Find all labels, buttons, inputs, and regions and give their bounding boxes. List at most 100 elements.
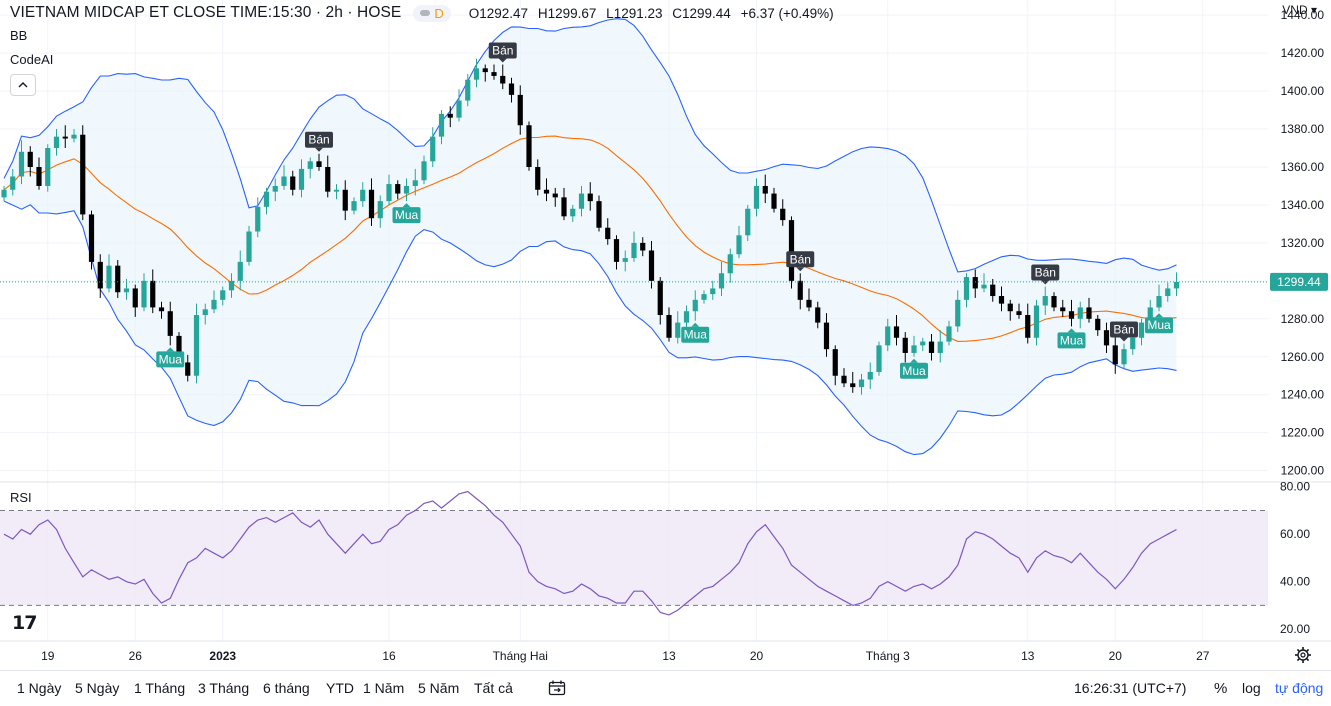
candle-body	[657, 280, 663, 316]
candle-body	[1033, 305, 1040, 338]
gear-icon[interactable]	[1295, 647, 1311, 663]
candle-body	[981, 284, 987, 289]
timeframe-button[interactable]: YTD	[326, 680, 354, 696]
signal-tag-label: Mua	[902, 364, 926, 378]
candle	[771, 187, 777, 213]
signal-tag-box	[900, 362, 928, 379]
candle	[745, 204, 751, 241]
candle-body	[500, 75, 506, 84]
candle	[666, 307, 672, 342]
candle	[657, 277, 663, 325]
price-tick-label: 1280.00	[1281, 312, 1325, 326]
candle	[552, 187, 558, 207]
clock-time[interactable]: 16:26:31 (UTC+7)	[1074, 680, 1187, 696]
candle	[45, 144, 51, 192]
candle-body	[1007, 303, 1013, 312]
candle	[902, 332, 908, 363]
indicator-codeai-label[interactable]: CodeAI	[10, 52, 54, 67]
candle	[640, 237, 646, 257]
candle	[692, 290, 698, 321]
rsi-pane	[0, 490, 1268, 616]
candle-body	[955, 299, 961, 327]
candle-body	[491, 72, 497, 76]
rsi-axis[interactable]: 20.00 40.00 60.00 80.00	[1280, 480, 1310, 636]
percent-toggle[interactable]: %	[1214, 680, 1228, 697]
candle-body	[683, 311, 690, 323]
candle-body	[928, 341, 935, 353]
candle	[893, 315, 900, 346]
candle-body	[27, 151, 33, 167]
candle-body	[395, 184, 401, 194]
candle	[867, 362, 873, 390]
signal-tag-box	[786, 251, 815, 268]
candle	[211, 290, 217, 314]
candle-body	[640, 242, 646, 251]
candle	[517, 85, 523, 135]
log-toggle[interactable]: log	[1242, 680, 1261, 696]
bb-basis-line	[3, 135, 1177, 342]
currency-selector[interactable]: VND ▾	[1282, 3, 1317, 17]
auto-scale-toggle[interactable]: tự động	[1275, 680, 1324, 696]
candle	[403, 178, 410, 202]
candle-body	[88, 214, 95, 262]
bottom-toolbar: 1 Ngày 5 Ngày 1 Tháng 3 Tháng 6 tháng YTD 1 Nă…	[0, 670, 1331, 706]
timeframe-button[interactable]: 1 Ngày	[17, 680, 62, 696]
timeframe-button[interactable]: Tất cả	[474, 680, 513, 696]
candle-body	[1060, 307, 1066, 312]
candle-body	[998, 296, 1005, 304]
rsi-line	[3, 490, 1177, 616]
time-axis[interactable]: 19 26 2023 16 Tháng Hai 13 20 Tháng 3 13 20 27	[41, 649, 1210, 663]
timeframe-button[interactable]: 6 tháng	[263, 680, 310, 696]
candle	[36, 157, 42, 190]
candle-body	[368, 189, 375, 219]
candle-body	[377, 201, 383, 219]
open-value: 1292.47	[479, 5, 529, 21]
indicator-bb-label[interactable]: BB	[10, 28, 28, 43]
time-tick-label: Tháng Hai	[493, 649, 548, 663]
candle	[675, 311, 681, 344]
rsi-tick-label: 60.00	[1280, 527, 1310, 541]
timeframe-button[interactable]: 1 Năm	[363, 680, 405, 696]
signal-tag-pointer	[498, 58, 507, 63]
symbol-title[interactable]: VIETNAM MIDCAP ET CLOSE TIME:15:30 · 2h …	[10, 4, 402, 21]
timeframe-button[interactable]: 5 Năm	[418, 680, 460, 696]
candle	[27, 146, 33, 177]
low-label: L	[606, 5, 614, 21]
candle-body	[333, 189, 340, 192]
candle	[325, 155, 331, 198]
status-badge-letter: D	[434, 5, 444, 21]
data-status-badge[interactable]: D	[413, 4, 451, 22]
price-axis[interactable]: 1200.001220.001240.001260.001280.001300.…	[1281, 8, 1325, 477]
timeframe-button[interactable]: 1 Tháng	[134, 680, 186, 696]
chart-canvas[interactable]: Bán Mua Bán Mua Mua Bán Mua Bán Mua Bán Mua 1200.0…	[0, 0, 1331, 670]
calendar-range-icon[interactable]	[548, 680, 566, 696]
candle	[123, 278, 130, 300]
candle	[911, 335, 917, 357]
candle-body	[281, 176, 287, 186]
candle-body	[263, 191, 270, 207]
signal-tag-pointer	[910, 358, 918, 363]
candle	[955, 290, 961, 333]
signal-tag-box	[392, 207, 421, 224]
candle	[762, 174, 768, 204]
timeframe-button[interactable]: 3 Tháng	[198, 680, 250, 696]
candle-body	[832, 349, 838, 376]
signal-tag-box	[1057, 332, 1086, 349]
signal-tag-pointer	[402, 203, 411, 208]
signal-tag-label: Mua	[1060, 333, 1084, 347]
candle	[307, 157, 313, 179]
candle	[491, 64, 497, 80]
indicator-rsi-label[interactable]: RSI	[10, 490, 32, 505]
candle	[438, 110, 445, 145]
candle-body	[561, 197, 567, 217]
bollinger-fill	[4, 18, 1177, 455]
candle	[578, 185, 585, 217]
candle-body	[193, 315, 200, 376]
candle-body	[307, 161, 313, 169]
collapse-legend-button[interactable]	[10, 74, 36, 96]
timeframe-button[interactable]: 5 Ngày	[75, 680, 120, 696]
signal-tag-pointer	[315, 147, 323, 152]
high-label: H	[537, 5, 548, 21]
candle	[360, 182, 366, 207]
tradingview-logo[interactable]: 17	[12, 612, 37, 634]
